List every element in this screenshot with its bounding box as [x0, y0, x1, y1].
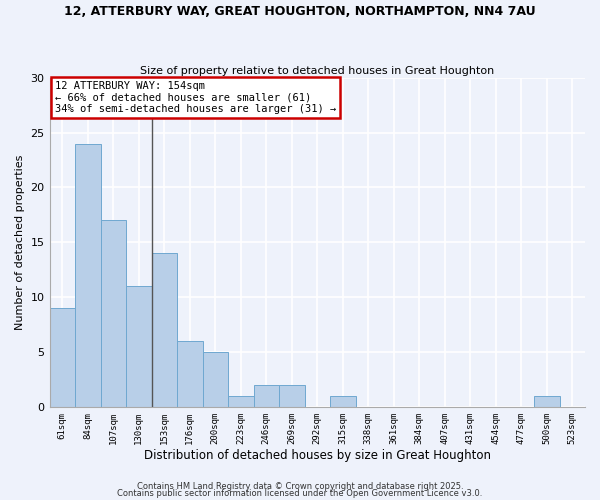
Y-axis label: Number of detached properties: Number of detached properties	[15, 154, 25, 330]
Text: Contains HM Land Registry data © Crown copyright and database right 2025.: Contains HM Land Registry data © Crown c…	[137, 482, 463, 491]
Bar	[279, 385, 305, 407]
Bar	[126, 286, 152, 407]
Bar	[101, 220, 126, 407]
Bar	[177, 341, 203, 407]
Bar	[254, 385, 279, 407]
Text: 12 ATTERBURY WAY: 154sqm
← 66% of detached houses are smaller (61)
34% of semi-d: 12 ATTERBURY WAY: 154sqm ← 66% of detach…	[55, 81, 336, 114]
Bar	[75, 144, 101, 407]
X-axis label: Distribution of detached houses by size in Great Houghton: Distribution of detached houses by size …	[144, 450, 491, 462]
Bar	[534, 396, 560, 407]
Bar	[330, 396, 356, 407]
Title: Size of property relative to detached houses in Great Houghton: Size of property relative to detached ho…	[140, 66, 494, 76]
Text: Contains public sector information licensed under the Open Government Licence v3: Contains public sector information licen…	[118, 489, 482, 498]
Bar	[152, 253, 177, 407]
Bar	[203, 352, 228, 407]
Bar	[228, 396, 254, 407]
Bar	[50, 308, 75, 407]
Text: 12, ATTERBURY WAY, GREAT HOUGHTON, NORTHAMPTON, NN4 7AU: 12, ATTERBURY WAY, GREAT HOUGHTON, NORTH…	[64, 5, 536, 18]
